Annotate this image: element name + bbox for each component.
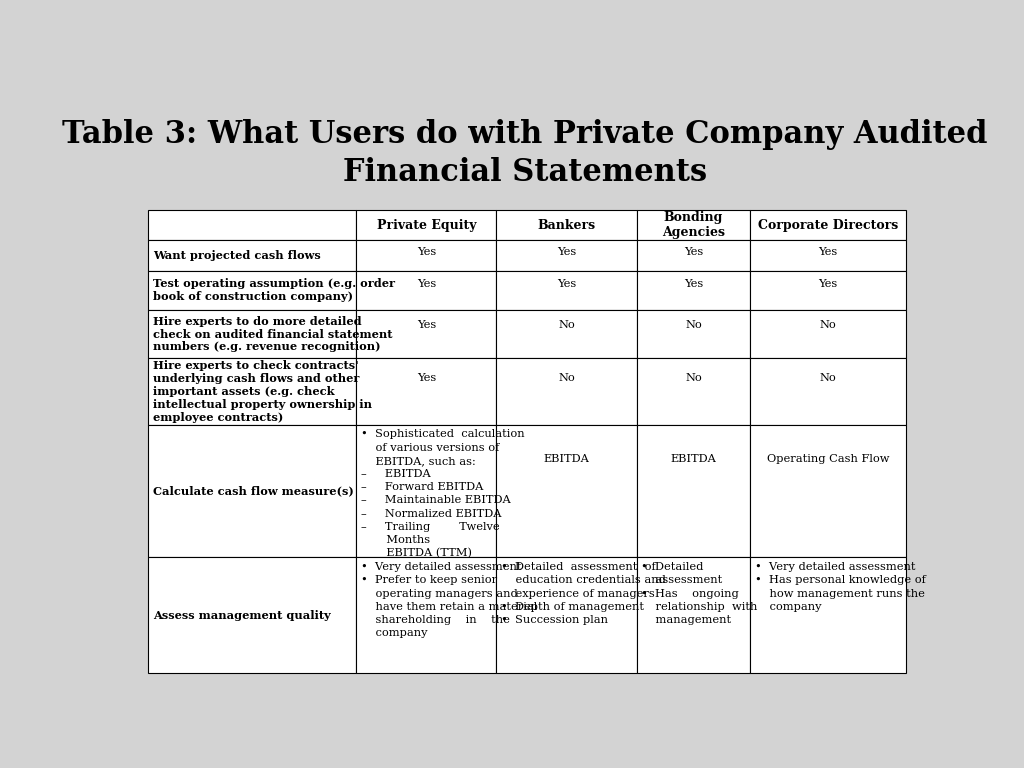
Bar (751, 210, 906, 240)
Bar (356, 310, 497, 358)
Bar (497, 558, 637, 673)
Bar (751, 558, 906, 673)
Bar (637, 425, 751, 558)
Bar (751, 270, 906, 310)
Text: Hire experts to check contracts'
underlying cash flows and other
important asset: Hire experts to check contracts' underly… (153, 360, 372, 422)
Bar (147, 240, 356, 270)
Text: Yes: Yes (557, 279, 577, 289)
Bar (497, 210, 637, 240)
Text: Calculate cash flow measure(s): Calculate cash flow measure(s) (153, 485, 353, 497)
Text: No: No (558, 372, 574, 383)
Text: No: No (685, 372, 701, 383)
Bar (751, 425, 906, 558)
Text: Yes: Yes (417, 279, 436, 289)
Text: Private Equity: Private Equity (377, 219, 476, 232)
Text: Yes: Yes (417, 247, 436, 257)
Text: No: No (819, 320, 837, 330)
Text: Want projected cash flows: Want projected cash flows (153, 250, 321, 261)
Text: Hire experts to do more detailed
check on audited financial statement
numbers (e: Hire experts to do more detailed check o… (153, 316, 392, 353)
Bar (637, 240, 751, 270)
Text: EBITDA: EBITDA (671, 454, 717, 464)
Bar (637, 358, 751, 425)
Text: •  Very detailed assessment
•  Prefer to keep senior
    operating managers and
: • Very detailed assessment • Prefer to k… (361, 562, 538, 638)
Bar (637, 310, 751, 358)
Text: Assess management quality: Assess management quality (153, 610, 331, 621)
Bar (356, 425, 497, 558)
Text: •  Detailed
    assessment
•  Has    ongoing
    relationship  with
    manageme: • Detailed assessment • Has ongoing rela… (641, 562, 758, 625)
Bar (147, 425, 356, 558)
Text: Yes: Yes (818, 247, 838, 257)
Bar (356, 210, 497, 240)
Bar (147, 358, 356, 425)
Bar (751, 358, 906, 425)
Text: No: No (685, 320, 701, 330)
Text: Yes: Yes (417, 372, 436, 383)
Bar (497, 358, 637, 425)
Bar (497, 425, 637, 558)
Text: EBITDA: EBITDA (544, 454, 590, 464)
Text: Bankers: Bankers (538, 219, 596, 232)
Text: Table 3: What Users do with Private Company Audited
Financial Statements: Table 3: What Users do with Private Comp… (62, 119, 987, 188)
Bar (356, 270, 497, 310)
Bar (356, 558, 497, 673)
Text: Yes: Yes (684, 247, 703, 257)
Text: Yes: Yes (417, 320, 436, 330)
Text: •  Very detailed assessment
•  Has personal knowledge of
    how management runs: • Very detailed assessment • Has persona… (755, 562, 926, 612)
Text: Yes: Yes (684, 279, 703, 289)
Bar (637, 558, 751, 673)
Bar (147, 310, 356, 358)
Bar (637, 270, 751, 310)
Text: No: No (819, 372, 837, 383)
Bar (497, 270, 637, 310)
Text: Test operating assumption (e.g. order
book of construction company): Test operating assumption (e.g. order bo… (153, 278, 394, 302)
Text: Bonding
Agencies: Bonding Agencies (663, 211, 725, 240)
Bar (147, 270, 356, 310)
Bar (356, 358, 497, 425)
Bar (751, 240, 906, 270)
Text: •  Sophisticated  calculation
    of various versions of
    EBITDA, such as:
– : • Sophisticated calculation of various v… (361, 429, 524, 558)
Text: Yes: Yes (818, 279, 838, 289)
Bar (637, 210, 751, 240)
Bar (147, 210, 356, 240)
Bar (356, 240, 497, 270)
Text: Yes: Yes (557, 247, 577, 257)
Bar (751, 310, 906, 358)
Text: Operating Cash Flow: Operating Cash Flow (767, 454, 889, 464)
Text: Corporate Directors: Corporate Directors (758, 219, 898, 232)
Text: •  Detailed  assessment  of
    education credentials and
    experience of mana: • Detailed assessment of education crede… (501, 562, 666, 625)
Bar (497, 240, 637, 270)
Bar (147, 558, 356, 673)
Bar (497, 310, 637, 358)
Text: No: No (558, 320, 574, 330)
